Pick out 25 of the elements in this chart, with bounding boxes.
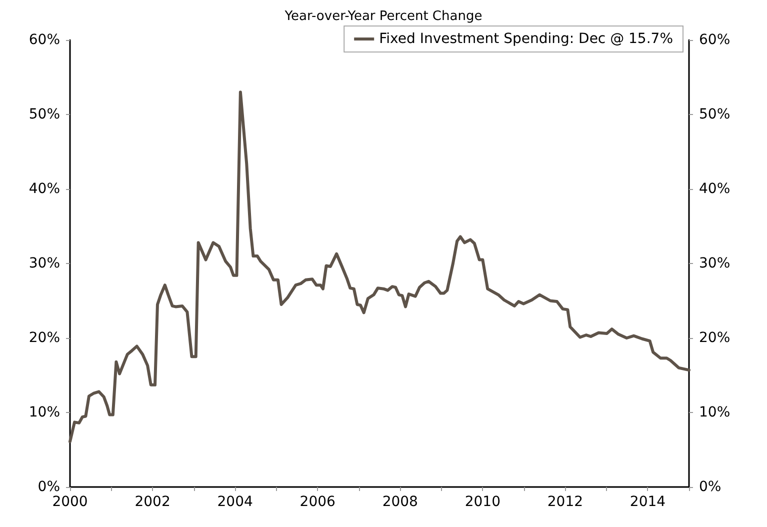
x-tick-label: 2014: [630, 494, 666, 510]
legend-label: Fixed Investment Spending: Dec @ 15.7%: [379, 31, 673, 47]
x-tick-label: 2004: [217, 494, 253, 510]
y2-tick-label: 50%: [699, 106, 730, 122]
x-tick-label: 2002: [134, 494, 170, 510]
x-tick-label: 2000: [52, 494, 88, 510]
x-tick-label: 2010: [464, 494, 500, 510]
x-tick-label: 2008: [382, 494, 418, 510]
y2-tick-label: 10%: [699, 404, 730, 420]
y-tick-label: 10%: [28, 404, 60, 420]
y2-tick-label: 40%: [699, 181, 730, 197]
y2-tick-label: 30%: [699, 256, 730, 272]
y-tick-label: 40%: [28, 181, 60, 197]
y2-tick-label: 0%: [699, 479, 722, 495]
y-tick-label: 30%: [28, 256, 60, 272]
x-tick-label: 2012: [547, 494, 584, 510]
y-tick-label: 0%: [38, 479, 60, 495]
line-series: [68, 90, 690, 444]
x-tick-label: 2006: [300, 494, 336, 510]
y2-tick-label: 20%: [699, 330, 730, 346]
y-tick-label: 60%: [28, 32, 60, 48]
chart-subtitle: Year-over-Year Percent Change: [284, 9, 482, 24]
y2-tick-label: 60%: [699, 32, 730, 48]
y-tick-label: 50%: [28, 106, 60, 122]
y-tick-label: 20%: [28, 330, 60, 346]
